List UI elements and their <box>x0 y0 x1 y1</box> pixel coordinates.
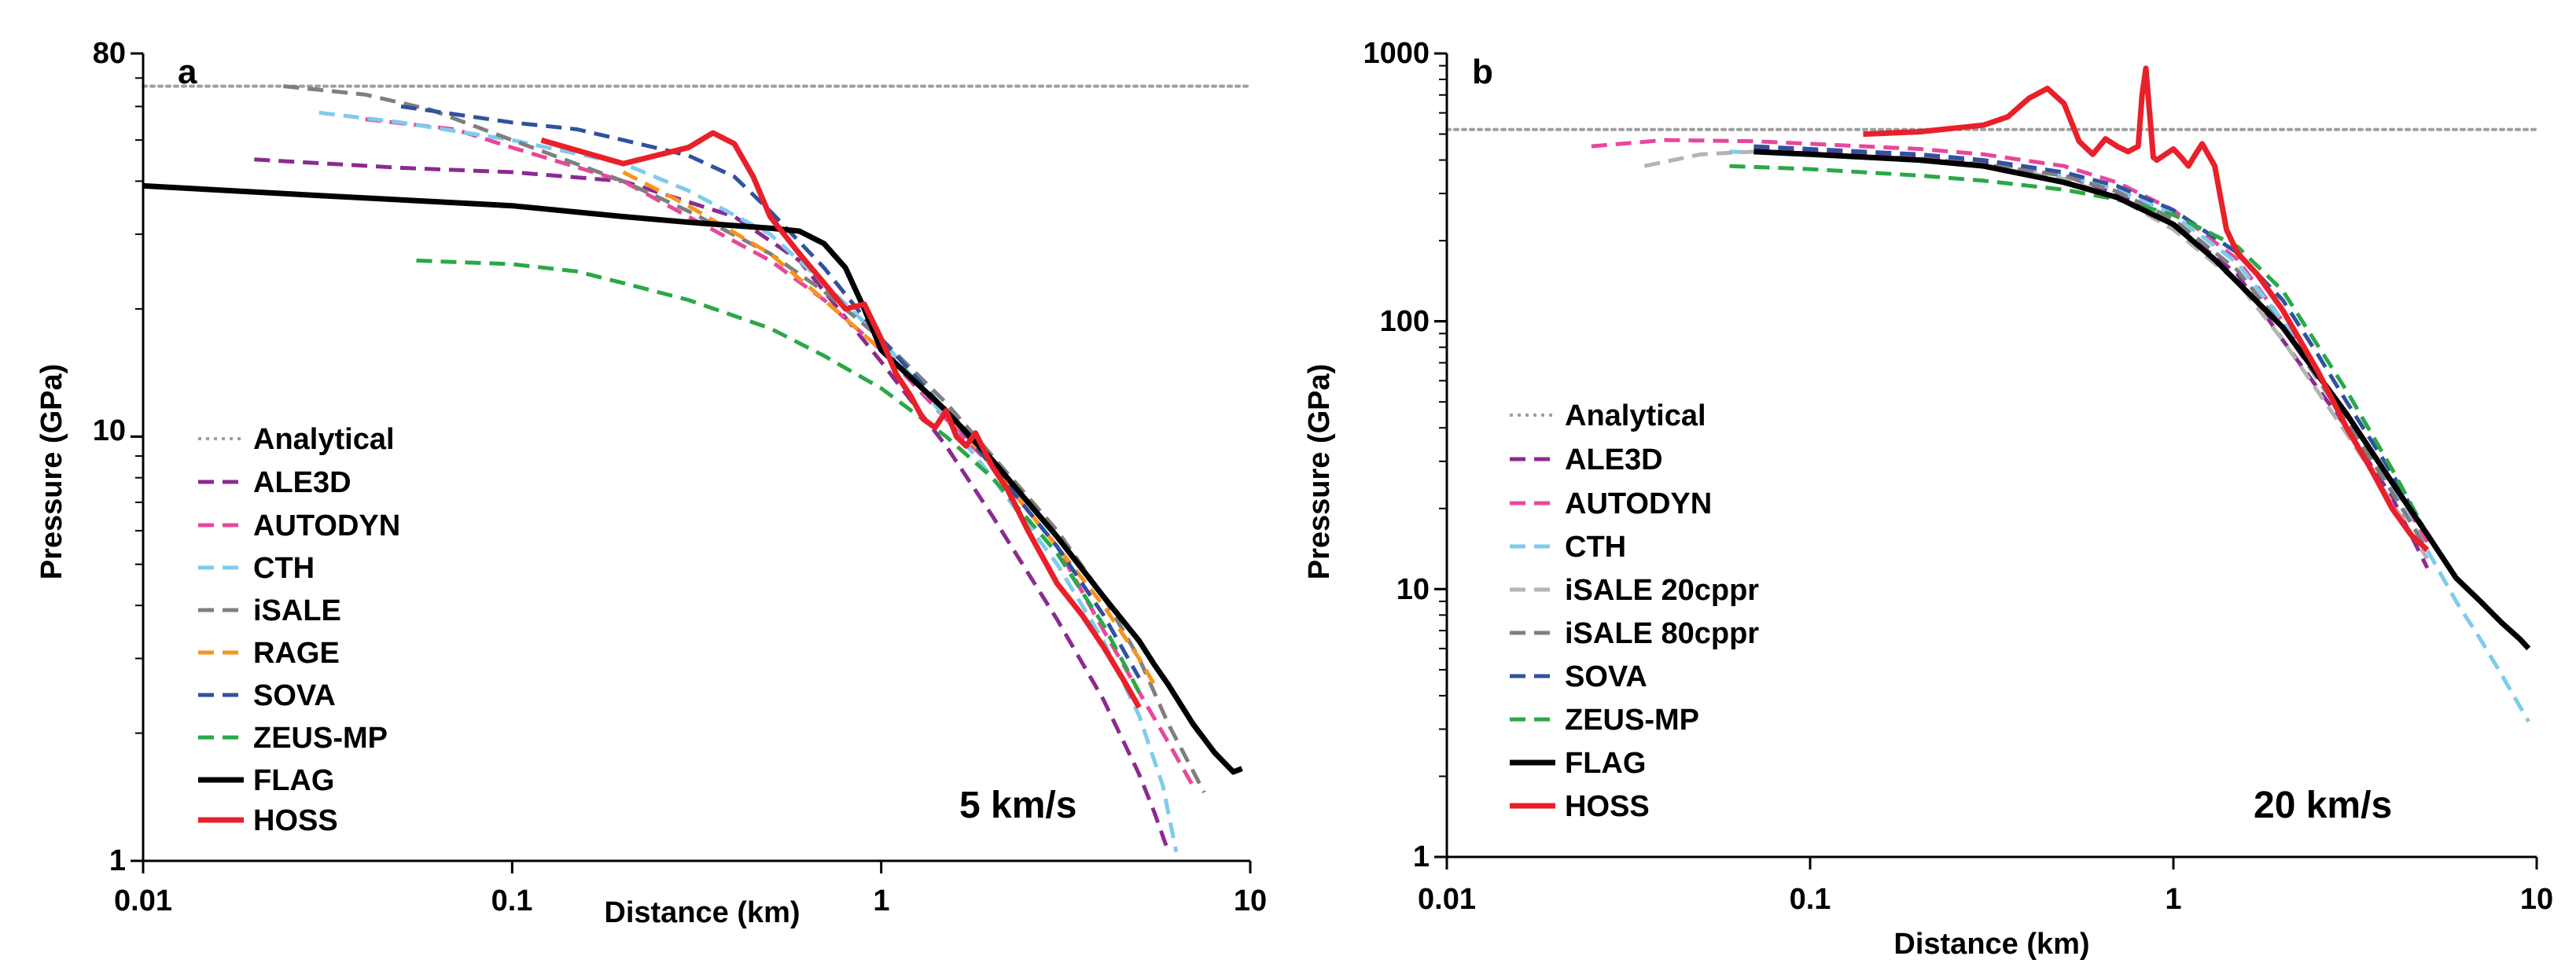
y-axis-title: Pressure (GPa) <box>1303 364 1336 580</box>
x-tick-label: 10 <box>2520 883 2553 916</box>
series-line-ale3d <box>254 157 1171 853</box>
legend-item: CTH <box>198 552 315 585</box>
x-axis-title: Distance (km) <box>604 896 800 929</box>
legend-item: HOSS <box>198 804 338 837</box>
series-line-isale <box>283 84 1206 794</box>
legend-label: ALE3D <box>253 466 351 499</box>
legend-label: FLAG <box>253 764 334 797</box>
legend-label: SOVA <box>1565 660 1647 693</box>
series-layer <box>1591 65 2531 723</box>
legend-item: ALE3D <box>198 466 351 499</box>
y-tick-label: 100 <box>1380 305 1430 338</box>
legend-item: AUTODYN <box>1510 487 1712 520</box>
tick-layer <box>1434 52 2538 870</box>
legend-label: HOSS <box>253 804 338 837</box>
y-tick-label: 10 <box>93 414 126 447</box>
legend-label: CTH <box>253 552 315 585</box>
legend-label: SOVA <box>253 679 336 712</box>
legend-label: Analytical <box>1565 399 1706 432</box>
legend-item: CTH <box>1510 531 1626 564</box>
series-line-zeus-mp <box>416 258 1141 693</box>
legend-item: Analytical <box>1510 399 1706 432</box>
y-tick-label: 1 <box>1413 840 1430 873</box>
series-line-cth <box>1729 149 2530 723</box>
legend-item: iSALE 80cppr <box>1510 617 1759 650</box>
x-axis-title: Distance (km) <box>1893 928 2089 961</box>
legend-label: ALE3D <box>1565 443 1663 476</box>
panel-a: a 0.01 0.1 1 10 1 10 80 Distance (km) Pr… <box>35 37 1267 929</box>
y-tick-label: 80 <box>93 37 126 70</box>
legend-item: SOVA <box>1510 660 1647 693</box>
legend-label: HOSS <box>1565 790 1650 823</box>
legend-item: iSALE <box>198 594 341 627</box>
series-line-sova <box>400 104 1141 679</box>
series-line-cth <box>318 110 1179 853</box>
speed-annotation: 5 km/s <box>959 785 1076 826</box>
legend-item: FLAG <box>198 764 334 797</box>
panel-letter: a <box>178 53 197 91</box>
y-axis-title: Pressure (GPa) <box>35 364 68 580</box>
speed-annotation: 20 km/s <box>2254 785 2392 826</box>
x-tick-label: 10 <box>1234 884 1267 917</box>
legend-item: ZEUS-MP <box>1510 704 1699 737</box>
legend-item: AUTODYN <box>198 509 400 542</box>
series-line-hoss <box>1863 65 2430 553</box>
legend-label: CTH <box>1565 531 1626 564</box>
legend-item: HOSS <box>1510 790 1650 823</box>
legend-label: Analytical <box>253 423 395 456</box>
legend: Analytical ALE3D AUTODYN CTH iSALE RAGE … <box>198 423 400 837</box>
y-tick-label: 1000 <box>1363 37 1430 70</box>
tick-layer <box>131 52 1252 873</box>
series-line-isale-80cppr <box>1775 149 2430 551</box>
x-tick-label: 0.1 <box>491 884 533 917</box>
legend-item: SOVA <box>198 679 336 712</box>
legend-label: iSALE 80cppr <box>1565 617 1759 650</box>
legend-item: FLAG <box>1510 747 1646 780</box>
legend-item: Analytical <box>198 423 395 456</box>
panel-b: b 0.01 0.1 1 10 1 10 100 1000 Distance (… <box>1303 37 2553 961</box>
series-layer <box>142 84 1243 853</box>
legend-item: ALE3D <box>1510 443 1663 476</box>
legend-item: iSALE 20cppr <box>1510 574 1759 607</box>
legend-item: RAGE <box>198 637 340 670</box>
legend-item: ZEUS-MP <box>198 722 388 755</box>
legend-label: iSALE 20cppr <box>1565 574 1759 607</box>
panel-letter: b <box>1472 53 1493 91</box>
legend-label: iSALE <box>253 594 341 627</box>
x-tick-label: 0.1 <box>1790 883 1831 916</box>
series-line-hoss <box>540 130 1142 709</box>
y-tick-label: 1 <box>109 844 126 877</box>
x-tick-label: 0.01 <box>1418 883 1476 916</box>
legend: Analytical ALE3D AUTODYN CTH iSALE 20cpp… <box>1510 399 1759 823</box>
legend-label: RAGE <box>253 637 340 670</box>
x-tick-label: 0.01 <box>114 884 172 917</box>
legend-label: FLAG <box>1565 747 1646 780</box>
series-line-flag <box>1754 149 2531 651</box>
legend-label: AUTODYN <box>1565 487 1712 520</box>
x-tick-label: 1 <box>873 884 889 917</box>
x-tick-label: 1 <box>2165 883 2181 916</box>
legend-label: ZEUS-MP <box>1565 704 1699 737</box>
series-line-zeus-mp <box>1729 164 2430 535</box>
legend-label: AUTODYN <box>253 509 400 542</box>
legend-label: ZEUS-MP <box>253 722 388 755</box>
y-tick-label: 10 <box>1397 573 1430 606</box>
series-line-flag <box>142 182 1243 775</box>
series-line-sova <box>1754 144 2430 536</box>
